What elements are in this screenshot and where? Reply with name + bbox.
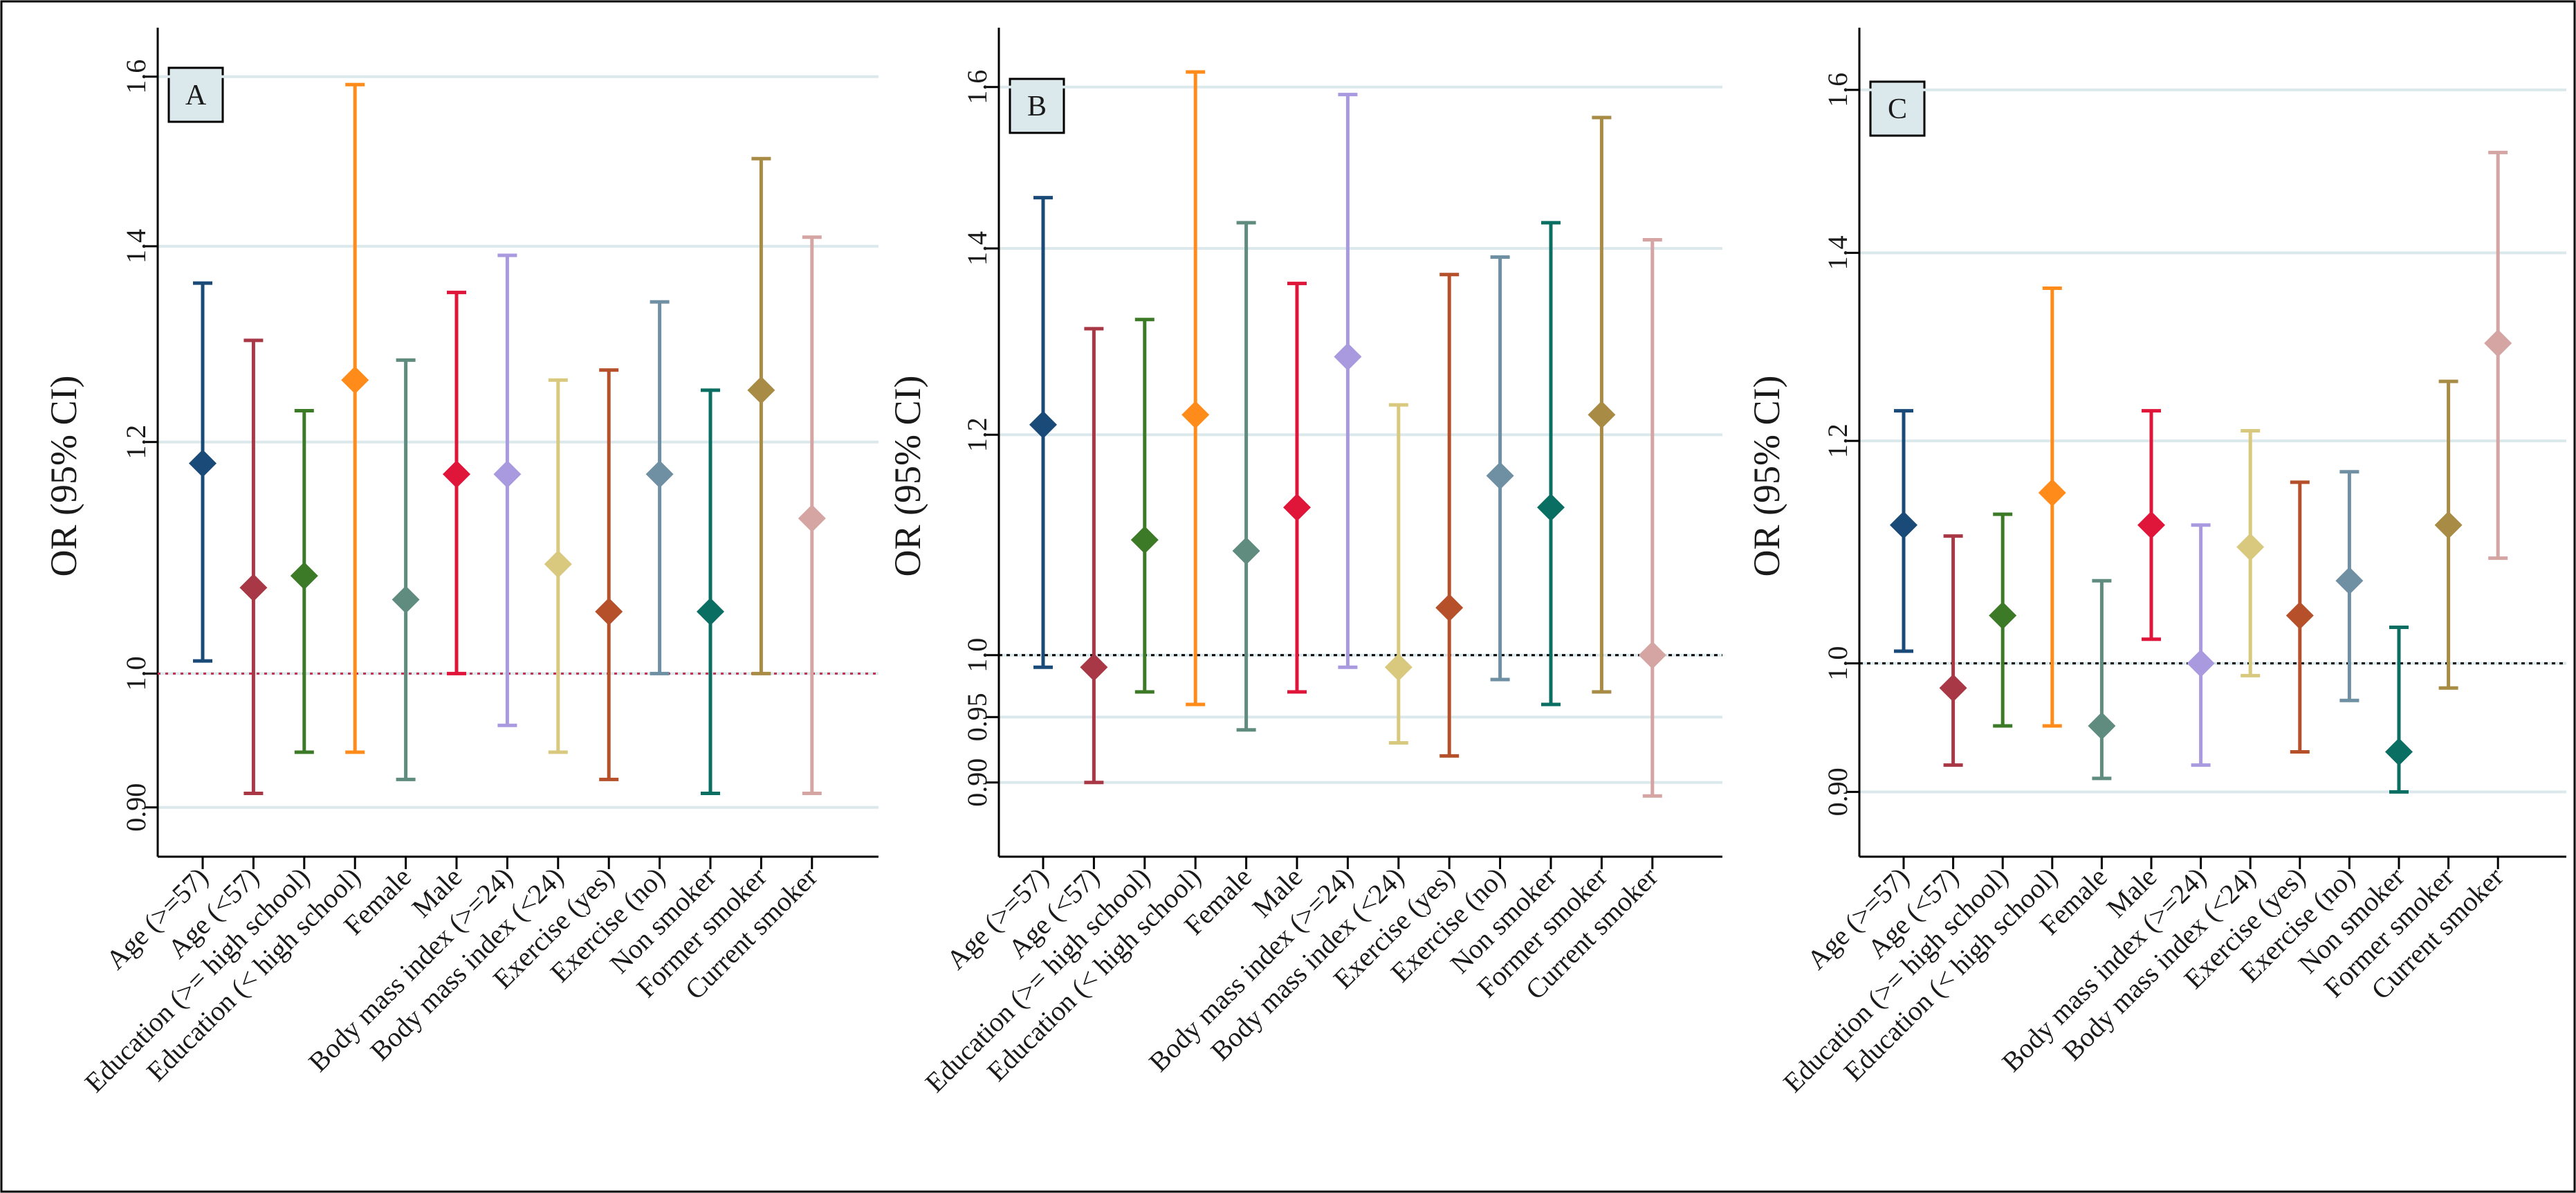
panel-a-point-education-high-school — [290, 562, 318, 590]
panel-b-ytick-label-1-0: 1.0 — [962, 638, 993, 673]
panel-b-ytick-label-0-90: 0.90 — [962, 758, 993, 807]
panel-c-ylabel: OR (95% CI) — [1746, 376, 1787, 577]
panel-a-point-body-mass-index-24 — [493, 460, 522, 489]
panel-b-point-exercise-no — [1486, 462, 1514, 490]
panel-b-ylabel: OR (95% CI) — [887, 376, 928, 577]
panel-c-ytick-label-1-2: 1.2 — [1822, 424, 1853, 458]
panel-a-ytick-label-1-2: 1.2 — [120, 425, 151, 459]
panel-a-point-body-mass-index-24 — [544, 550, 572, 579]
panel-a-point-non-smoker — [697, 597, 724, 626]
panel-c-point-age-57 — [1939, 674, 1967, 702]
panel-b-point-female — [1232, 537, 1260, 565]
panel-c-point-current-smoker — [2484, 329, 2512, 358]
panel-a-ytick-label-0-90: 0.90 — [120, 783, 151, 832]
panel-b-point-current-smoker — [1638, 641, 1666, 669]
panel-b-ytick-label-1-6: 1.6 — [962, 70, 993, 104]
panel-a-point-male — [443, 460, 470, 489]
panel-b-point-education-high-school — [1130, 526, 1159, 554]
panel-c-ytick-label-0-90: 0.90 — [1822, 767, 1853, 816]
panel-b-point-body-mass-index-24 — [1334, 343, 1362, 371]
panel-c-point-body-mass-index-24 — [2187, 649, 2215, 677]
panel-b-point-former-smoker — [1588, 401, 1616, 429]
panel-a-point-female — [392, 585, 420, 614]
panel-a-point-current-smoker — [798, 504, 826, 533]
panel-b-point-male — [1283, 493, 1311, 522]
panel-c-point-body-mass-index-24 — [2236, 533, 2265, 561]
panel-c-point-education-high-school — [2038, 479, 2066, 507]
panel-c-ytick-label-1-4: 1.4 — [1822, 235, 1853, 270]
panel-a-point-exercise-yes — [595, 597, 623, 626]
panel-c-point-age-57 — [1890, 511, 1917, 539]
panel-c-point-exercise-yes — [2285, 601, 2314, 630]
panel-a-point-age-57 — [239, 574, 268, 602]
panel-b-point-education-high-school — [1181, 401, 1210, 429]
panel-a-ytick-label-1-6: 1.6 — [120, 60, 151, 94]
panel-c-ytick-label-1-0: 1.0 — [1822, 646, 1853, 681]
panel-c-point-education-high-school — [1989, 601, 2017, 630]
panel-b-point-exercise-yes — [1435, 594, 1464, 622]
panel-b-point-non-smoker — [1537, 493, 1565, 522]
panel-c-point-female — [2088, 712, 2116, 740]
panel-c-letter: C — [1888, 93, 1907, 125]
panel-b-ytick-label-0-95: 0.95 — [962, 693, 993, 741]
panel-c-point-exercise-no — [2335, 567, 2364, 595]
panel-b-ytick-label-1-4: 1.4 — [962, 231, 993, 266]
panel-c-ytick-label-1-6: 1.6 — [1822, 73, 1853, 107]
panel-a-ylabel: OR (95% CI) — [43, 376, 84, 577]
panel-c-point-male — [2137, 511, 2165, 539]
panel-c-point-former-smoker — [2434, 511, 2463, 539]
panel-a-point-education-high-school — [341, 366, 369, 394]
panel-b-ytick-label-1-2: 1.2 — [962, 417, 993, 452]
panel-c-point-non-smoker — [2385, 738, 2413, 766]
panel-a-ytick-label-1-4: 1.4 — [120, 229, 151, 264]
panel-b-point-age-57 — [1029, 410, 1057, 439]
panel-a-point-former-smoker — [747, 376, 775, 404]
panel-b-point-body-mass-index-24 — [1384, 653, 1413, 682]
panel-a-point-age-57 — [189, 449, 217, 477]
panel-a-letter: A — [185, 80, 207, 111]
panel-a-point-exercise-no — [645, 460, 674, 489]
panel-b-letter: B — [1027, 91, 1047, 122]
panel-a-ytick-label-1-0: 1.0 — [120, 656, 151, 691]
panel-b-point-age-57 — [1080, 653, 1108, 682]
